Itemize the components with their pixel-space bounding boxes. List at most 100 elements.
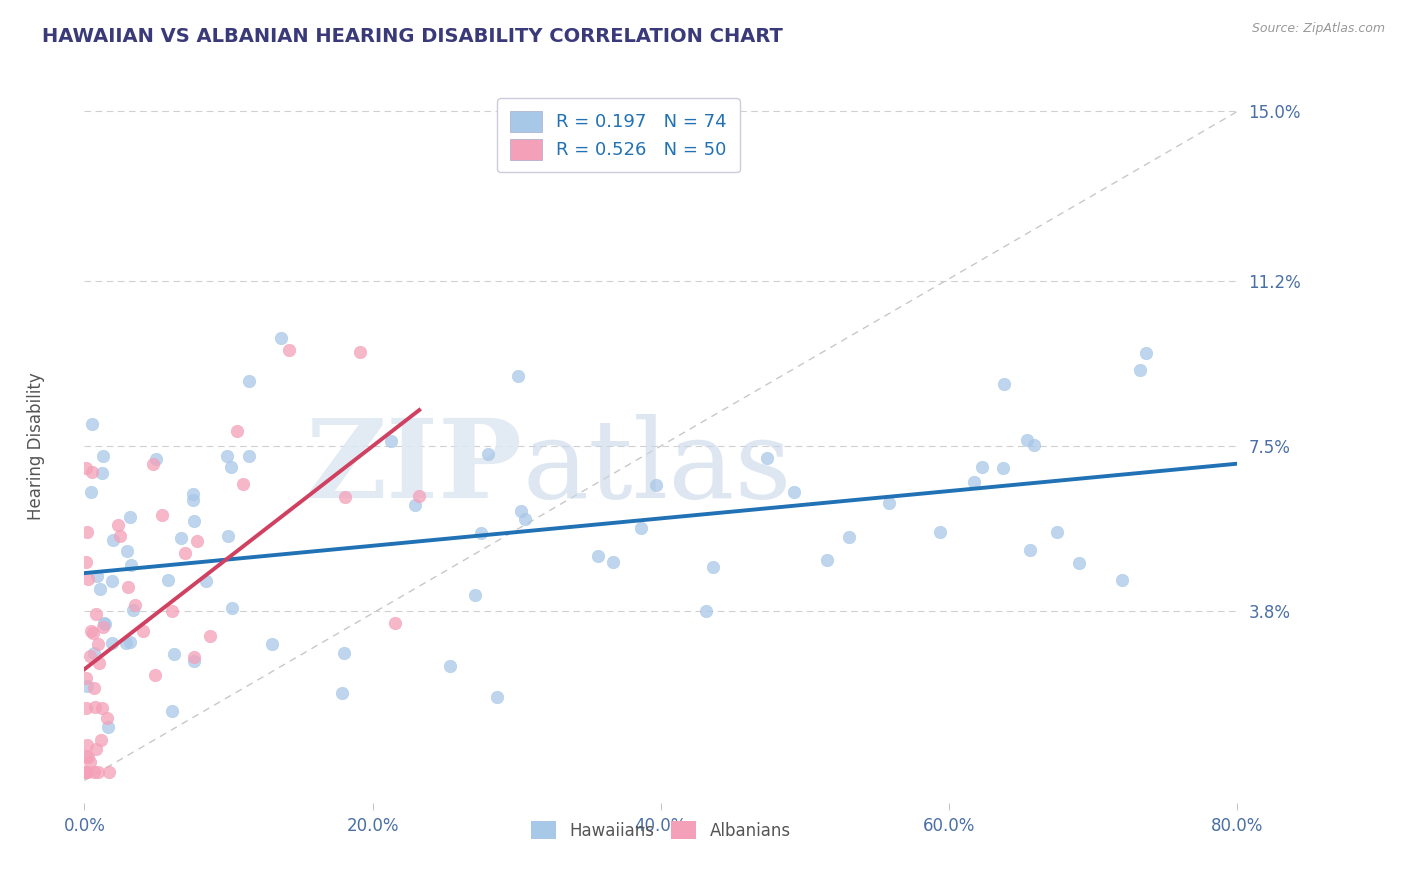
Point xyxy=(695,604,717,618)
Point xyxy=(76,679,98,693)
Text: atlas: atlas xyxy=(523,414,792,521)
Point xyxy=(194,574,217,589)
Point xyxy=(76,524,98,539)
Point xyxy=(170,531,193,545)
Legend: Hawaiians, Albanians: Hawaiians, Albanians xyxy=(523,814,799,848)
Point xyxy=(89,582,111,596)
Point xyxy=(94,616,117,631)
Point xyxy=(75,460,97,475)
Point xyxy=(384,615,406,630)
Point xyxy=(97,720,120,734)
Point xyxy=(160,705,183,719)
Point xyxy=(702,559,724,574)
Point xyxy=(163,647,186,661)
Point xyxy=(215,450,238,464)
Text: ZIP: ZIP xyxy=(305,414,523,521)
Point xyxy=(120,635,142,649)
Y-axis label: Hearing Disability: Hearing Disability xyxy=(27,372,45,520)
Point xyxy=(783,485,806,500)
Point xyxy=(142,458,165,472)
Point xyxy=(75,701,97,715)
Point xyxy=(115,636,138,650)
Point xyxy=(586,549,609,563)
Point xyxy=(515,511,537,525)
Point xyxy=(93,616,115,631)
Point xyxy=(124,599,146,613)
Point xyxy=(439,659,461,673)
Point xyxy=(217,529,239,543)
Point xyxy=(380,434,402,448)
Point xyxy=(80,417,103,431)
Point xyxy=(602,555,624,569)
Point xyxy=(186,534,208,549)
Point xyxy=(330,685,353,699)
Point xyxy=(1019,543,1042,558)
Point xyxy=(91,701,114,715)
Point xyxy=(90,733,112,747)
Point xyxy=(993,377,1015,392)
Point xyxy=(506,369,529,384)
Point xyxy=(76,738,98,752)
Point xyxy=(174,546,197,560)
Point xyxy=(644,478,666,492)
Point xyxy=(335,490,357,504)
Point xyxy=(80,485,103,500)
Point xyxy=(96,711,118,725)
Point xyxy=(181,487,204,501)
Point xyxy=(83,764,105,779)
Point xyxy=(349,344,371,359)
Point xyxy=(477,447,499,461)
Point xyxy=(963,475,986,489)
Point xyxy=(117,580,139,594)
Point xyxy=(630,521,652,535)
Point xyxy=(838,530,860,544)
Point xyxy=(103,533,125,547)
Point xyxy=(143,667,166,681)
Point xyxy=(91,466,114,480)
Point xyxy=(181,492,204,507)
Point xyxy=(183,514,205,528)
Point xyxy=(98,764,121,779)
Point xyxy=(121,603,143,617)
Text: HAWAIIAN VS ALBANIAN HEARING DISABILITY CORRELATION CHART: HAWAIIAN VS ALBANIAN HEARING DISABILITY … xyxy=(42,27,783,45)
Point xyxy=(1111,573,1133,587)
Point xyxy=(183,654,205,668)
Point xyxy=(1129,362,1152,376)
Point xyxy=(1135,346,1157,360)
Point xyxy=(120,510,142,524)
Point xyxy=(404,498,426,512)
Point xyxy=(157,573,180,587)
Point xyxy=(83,646,105,660)
Point xyxy=(91,449,114,463)
Point xyxy=(1022,437,1045,451)
Point xyxy=(470,525,492,540)
Point xyxy=(84,742,107,756)
Point xyxy=(262,637,284,651)
Point xyxy=(80,624,103,639)
Point xyxy=(278,343,301,357)
Point xyxy=(80,466,103,480)
Point xyxy=(131,624,153,639)
Point xyxy=(79,649,101,664)
Point xyxy=(485,690,508,704)
Point xyxy=(238,449,260,463)
Point xyxy=(120,558,142,572)
Point xyxy=(232,477,254,491)
Point xyxy=(464,588,486,602)
Point xyxy=(82,625,104,640)
Point xyxy=(145,452,167,467)
Point xyxy=(76,572,98,586)
Point xyxy=(877,496,900,510)
Point xyxy=(75,764,97,779)
Point xyxy=(100,636,122,650)
Point xyxy=(198,629,221,643)
Point xyxy=(75,555,97,569)
Point xyxy=(89,656,111,670)
Point xyxy=(238,374,260,388)
Point xyxy=(970,460,993,475)
Point xyxy=(270,331,292,345)
Point xyxy=(162,604,184,618)
Point xyxy=(110,529,132,543)
Point xyxy=(221,601,243,615)
Point xyxy=(83,681,105,696)
